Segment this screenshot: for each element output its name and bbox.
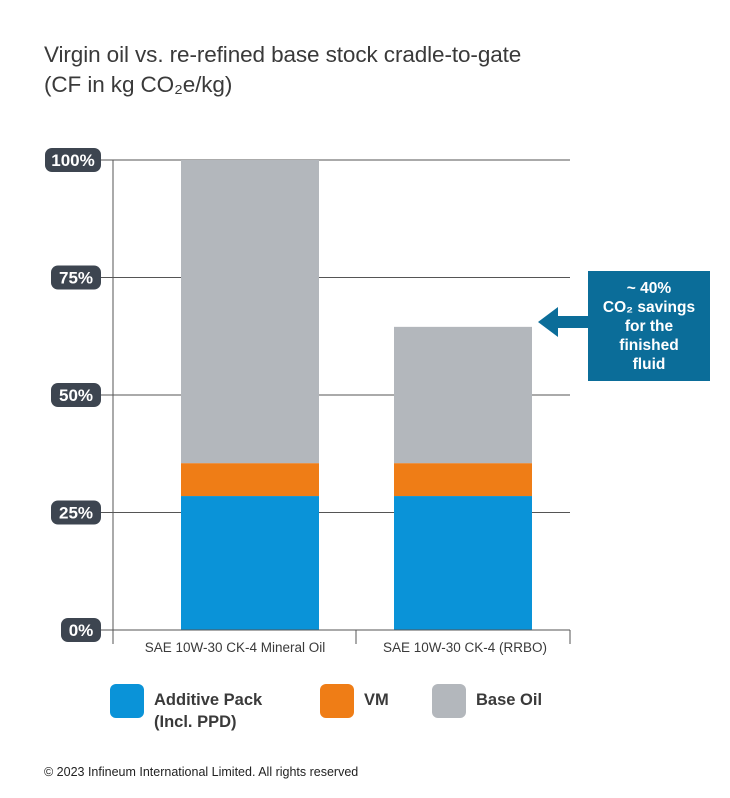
legend-label-vm: VM	[364, 691, 389, 709]
legend-label-base-oil: Base Oil	[476, 691, 543, 709]
legend-item-base-oil: Base Oil	[432, 684, 542, 718]
y-tick-label-bg-100	[45, 148, 101, 172]
y-tick-label-bg-50	[51, 383, 101, 407]
legend-label-line-2: (Incl. PPD)	[154, 713, 237, 731]
chart-title: Virgin oil vs. re-refined base stock cra…	[44, 40, 521, 100]
x-category-label-0: SAE 10W-30 CK-4 Mineral Oil	[145, 640, 326, 655]
bar-segment-base-oil-1	[394, 326, 532, 464]
callout-line-5: fluid	[632, 355, 666, 373]
copyright-footer: © 2023 Infineum International Limited. A…	[44, 765, 359, 779]
legend-swatch-vm	[320, 684, 354, 718]
bar-segment-base-oil-0	[181, 160, 319, 464]
legend-swatch-additive-pack	[110, 684, 144, 718]
y-tick-label-bg-75	[51, 265, 101, 290]
y-tick-label-25: 25%	[59, 504, 93, 523]
y-tick-label-bg-0	[61, 618, 101, 642]
bar-segment-additive-pack-incl-ppd--0	[181, 496, 319, 630]
y-tick-label-50: 50%	[59, 386, 93, 405]
callout-line-1: ~ 40%	[626, 279, 672, 297]
legend-item-additive-pack: Additive Pack (Incl. PPD)	[110, 684, 262, 733]
bar-segment-vm-1	[394, 463, 532, 497]
callout-line-4: finished	[619, 336, 679, 354]
y-tick-label-bg-25	[51, 500, 101, 525]
x-category-label-1: SAE 10W-30 CK-4 (RRBO)	[383, 640, 547, 655]
callout-line-3: for the	[624, 317, 674, 335]
bar-segment-additive-pack-incl-ppd--1	[394, 496, 532, 630]
bar-segment-vm-0	[181, 463, 319, 497]
callout-line-2: CO₂ savings	[602, 298, 696, 316]
legend-label-line-1: Additive Pack	[154, 691, 263, 709]
legend-swatch-base-oil	[432, 684, 466, 718]
y-tick-label-0: 0%	[69, 621, 94, 640]
y-tick-label-100: 100%	[51, 151, 94, 170]
callout-arrow	[538, 307, 592, 337]
legend-item-vm: VM	[320, 684, 389, 718]
y-tick-label-75: 75%	[59, 269, 93, 288]
chart-title-line-2: (CF in kg CO₂e/kg)	[44, 72, 233, 97]
legend-label-additive-pack: Additive Pack (Incl. PPD)	[154, 689, 262, 733]
savings-callout: ~ 40% CO₂ savings for the finished fluid	[588, 271, 710, 381]
chart-title-line-1: Virgin oil vs. re-refined base stock cra…	[44, 42, 522, 67]
